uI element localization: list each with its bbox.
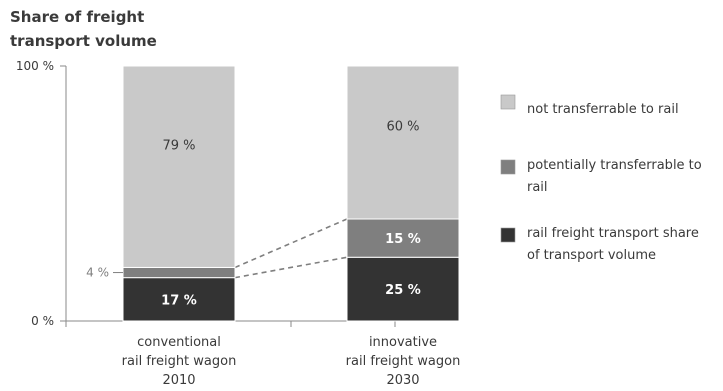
x-category-label: rail freight wagon <box>346 354 461 369</box>
title-line: Share of freight <box>10 8 144 26</box>
bar-value-label: 79 % <box>162 139 195 154</box>
bar-segment <box>346 65 460 220</box>
x-axis-labels: conventional rail freight wagon 2010 innova… <box>122 335 461 388</box>
bar-segment <box>346 256 460 322</box>
legend-swatch <box>500 227 516 243</box>
legend-label: potentially transferrable to <box>527 158 702 173</box>
x-category-label: conventional <box>137 335 221 350</box>
legend-label: not transferrable to rail <box>527 102 679 117</box>
x-category-label: rail freight wagon <box>122 354 237 369</box>
connector-lines <box>234 218 348 279</box>
dashed-connector-line <box>234 256 348 279</box>
x-category-label: 2010 <box>162 373 195 388</box>
legend-label: rail <box>527 180 548 195</box>
bar-segment <box>122 266 236 279</box>
axes: 0 % 100 % <box>16 59 396 328</box>
y-tick-label: 100 % <box>16 59 54 73</box>
legend: not transferrable to rail potentially tra… <box>500 94 702 263</box>
bar-value-label: 60 % <box>386 120 419 135</box>
chart-title: Share of freight transport volume <box>10 8 157 50</box>
legend-label: of transport volume <box>527 248 656 263</box>
x-category-label: 2030 <box>386 373 419 388</box>
x-category-label: innovative <box>369 335 437 350</box>
bar-segment <box>122 65 236 268</box>
bar-value-label: 15 % <box>385 232 421 247</box>
bars: 17 % 4 % 79 % 25 % 15 % 60 % <box>86 65 460 322</box>
bar-value-label: 25 % <box>385 283 421 298</box>
y-tick-label: 0 % <box>31 314 54 328</box>
bar-value-label-outside: 4 % <box>86 266 109 280</box>
bar-segment <box>122 277 236 322</box>
title-line: transport volume <box>10 32 157 50</box>
legend-swatch <box>500 159 516 175</box>
dashed-connector-line <box>234 218 348 269</box>
bar-value-label: 17 % <box>161 293 197 308</box>
bar-segment <box>346 218 460 258</box>
legend-label: rail freight transport share <box>527 226 699 241</box>
legend-swatch <box>500 94 516 110</box>
